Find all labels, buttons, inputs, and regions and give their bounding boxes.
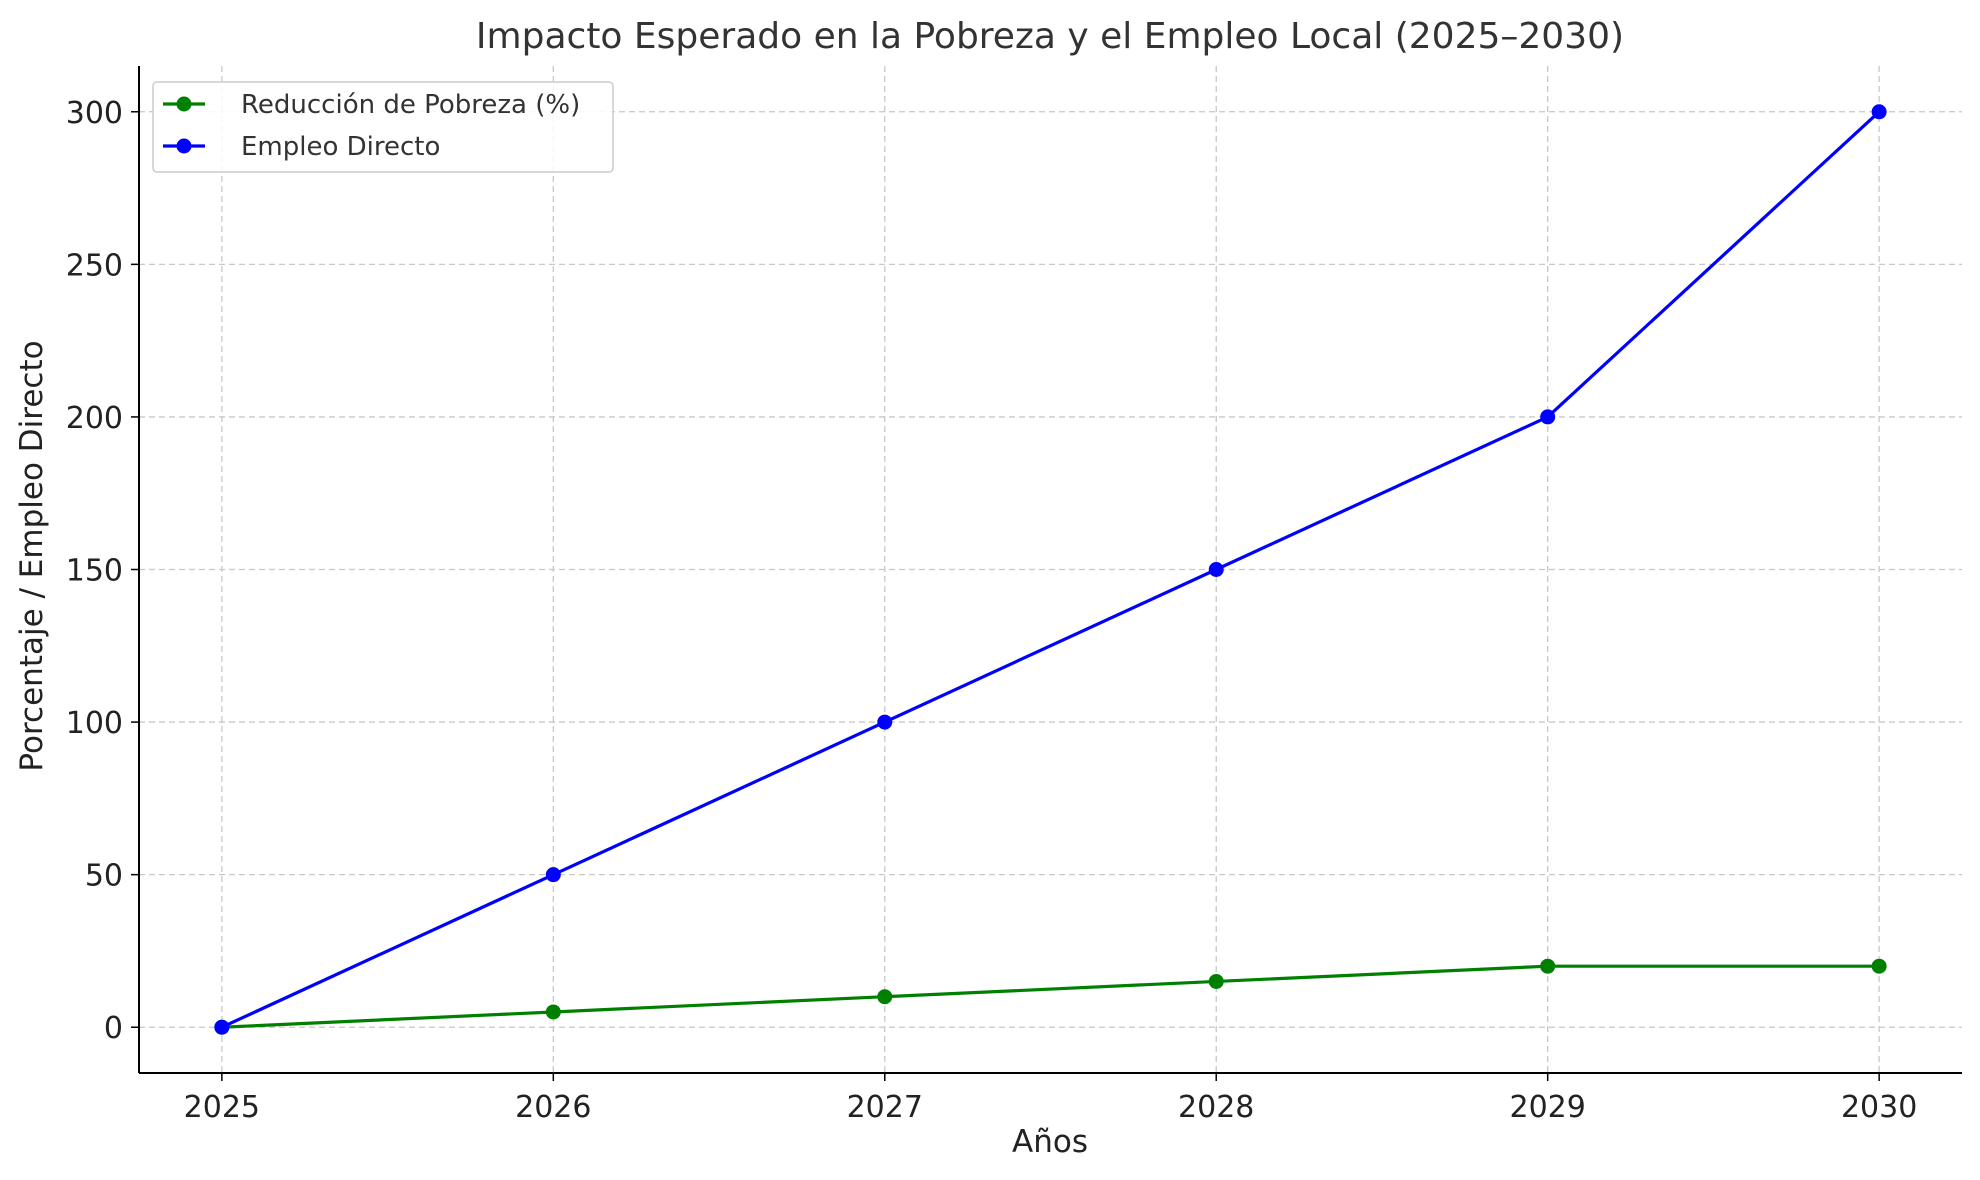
x-tick-label: 2025 xyxy=(184,1090,260,1125)
x-tick-label: 2026 xyxy=(515,1090,591,1125)
series-line xyxy=(221,110,1881,1029)
series-layer xyxy=(214,104,1887,1035)
x-ticks: 2025 2026 2027 2028 2029 2030 xyxy=(184,1073,1917,1125)
x-tick-label: 2029 xyxy=(1510,1090,1586,1125)
data-point xyxy=(1871,958,1887,974)
legend-label: Empleo Directo xyxy=(241,132,440,162)
x-axis-label: Años xyxy=(1012,1124,1088,1160)
data-point xyxy=(545,867,561,883)
x-tick-label: 2028 xyxy=(1178,1090,1254,1125)
series-1 xyxy=(214,958,1887,1035)
data-point xyxy=(1208,562,1224,577)
data-point xyxy=(877,989,893,1005)
data-point xyxy=(877,714,893,730)
legend-box xyxy=(152,81,614,173)
y-tick-label: 200 xyxy=(66,401,123,436)
legend-marker xyxy=(176,96,192,112)
legend-label: Reducción de Pobreza (%) xyxy=(241,90,580,120)
y-axis-label: Porcentaje / Empleo Directo xyxy=(14,340,50,771)
y-tick-label: 100 xyxy=(66,706,123,741)
series-line xyxy=(221,964,1880,1029)
legend-entry: Empleo Directo xyxy=(163,132,440,162)
chart-title: Impacto Esperado en la Pobreza y el Empl… xyxy=(476,16,1624,57)
data-point xyxy=(1540,958,1556,974)
y-tick-label: 300 xyxy=(66,96,123,131)
data-point xyxy=(545,1004,561,1020)
data-point xyxy=(1208,973,1224,989)
y-tick-label: 0 xyxy=(104,1011,123,1046)
legend-entry: Reducción de Pobreza (%) xyxy=(163,90,580,120)
y-tick-label: 150 xyxy=(66,554,123,589)
grid xyxy=(139,66,1962,1073)
data-point xyxy=(1871,104,1887,120)
y-ticks: 0 50 100 150 200 250 300 xyxy=(66,96,139,1046)
data-point xyxy=(1540,409,1556,425)
y-tick-label: 50 xyxy=(85,859,123,894)
x-tick-label: 2027 xyxy=(847,1090,923,1125)
legend: Reducción de Pobreza (%) Empleo Directo xyxy=(152,81,614,173)
x-tick-label: 2030 xyxy=(1841,1090,1917,1125)
legend-marker xyxy=(176,138,192,154)
data-point xyxy=(214,1019,230,1035)
series-2 xyxy=(214,104,1887,1035)
y-tick-label: 250 xyxy=(66,248,123,283)
